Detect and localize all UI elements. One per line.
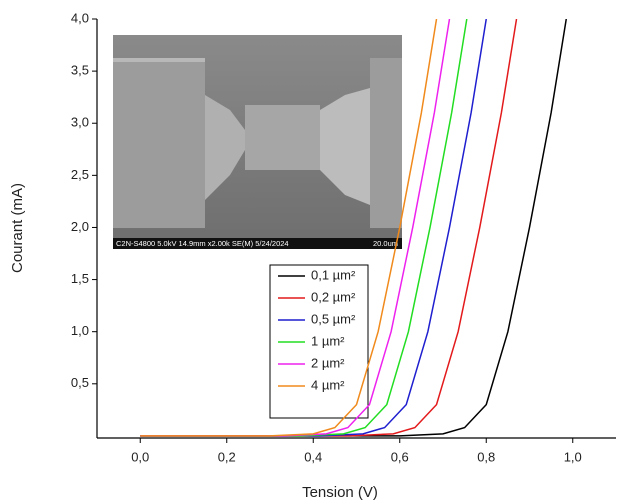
legend-label: 1 µm² [311, 333, 345, 348]
y-tick-label: 1,0 [71, 323, 89, 338]
y-tick-label: 0,5 [71, 375, 89, 390]
y-tick-label: 1,5 [71, 271, 89, 286]
sem-inset: C2N-S4800 5.0kV 14.9mm x2.00k SE(M) 5/24… [113, 35, 402, 249]
y-tick-label: 4,0 [71, 10, 89, 25]
y-tick-label: 2,5 [71, 167, 89, 182]
x-axis-label: Tension (V) [302, 484, 378, 501]
y-tick-label: 2,0 [71, 219, 89, 234]
legend-label: 4 µm² [311, 377, 345, 392]
plot-area [140, 19, 568, 437]
legend-label: 0,1 µm² [311, 267, 356, 282]
y-tick-label: 3,0 [71, 115, 89, 130]
inset-scale: 20.0um [373, 239, 398, 248]
x-tick-label: 0,0 [131, 449, 149, 464]
series-line [140, 19, 438, 437]
y-tick-label: 3,5 [71, 63, 89, 78]
y-axis-label: Courant (mA) [9, 183, 26, 273]
x-tick-label: 0,4 [304, 449, 322, 464]
legend-label: 0,5 µm² [311, 311, 356, 326]
legend-label: 0,2 µm² [311, 289, 356, 304]
x-tick-label: 1,0 [564, 449, 582, 464]
x-tick-label: 0,2 [218, 449, 236, 464]
inset-caption: C2N-S4800 5.0kV 14.9mm x2.00k SE(M) 5/24… [116, 239, 289, 248]
x-tick-label: 0,8 [477, 449, 495, 464]
legend-label: 2 µm² [311, 355, 345, 370]
x-tick-label: 0,6 [391, 449, 409, 464]
series-line [140, 19, 568, 437]
